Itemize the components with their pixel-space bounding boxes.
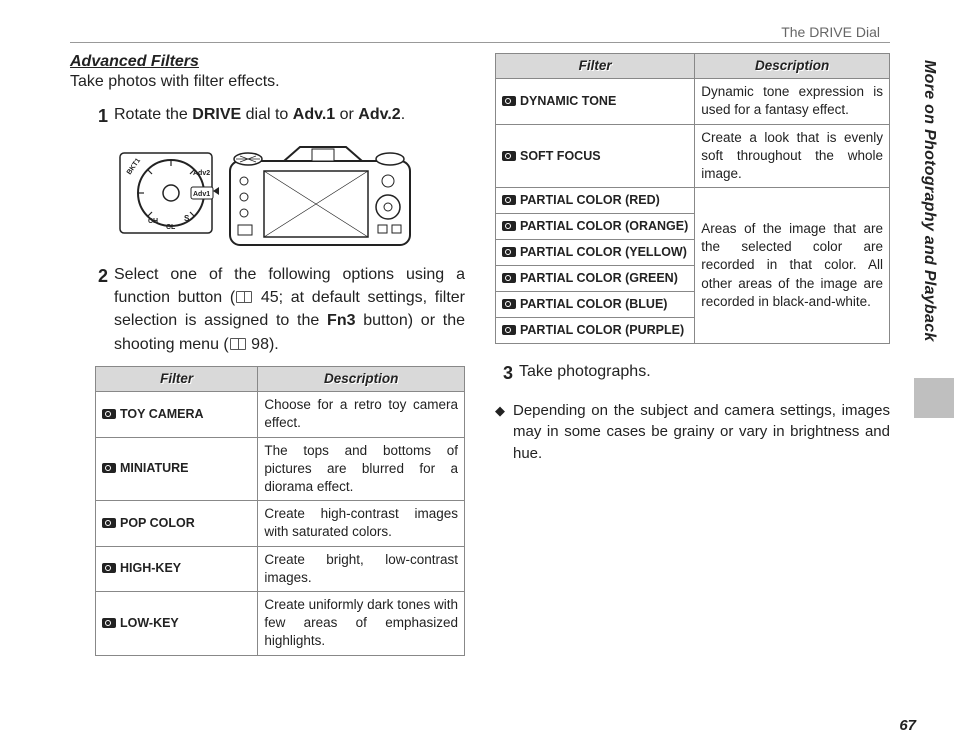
step-2: 2 Select one of the following options us… <box>90 263 465 356</box>
svg-text:Adv1: Adv1 <box>193 191 210 198</box>
camera-illustration: Adv2 Adv1 BKT1 S CL CH <box>118 139 418 249</box>
filter-icon <box>502 195 516 205</box>
note-bullet-icon: ◆ <box>495 400 513 465</box>
filter-icon <box>502 221 516 231</box>
table-row: SOFT FOCUSCreate a look that is evenly s… <box>496 124 890 188</box>
filter-icon <box>502 151 516 161</box>
svg-text:CL: CL <box>166 224 176 231</box>
table-row: TOY CAMERAChoose for a retro toy camera … <box>96 392 465 437</box>
filter-icon <box>102 463 116 473</box>
table-header-description: Description <box>695 54 890 79</box>
step-1-text: Rotate the DRIVE dial to Adv.1 or Adv.2. <box>114 103 465 129</box>
note: ◆ Depending on the subject and camera se… <box>495 400 890 465</box>
filters-table-2: Filter Description DYNAMIC TONEDynamic t… <box>495 53 890 344</box>
table-header-description: Description <box>258 366 465 391</box>
table-row: DYNAMIC TONEDynamic tone expression is u… <box>496 79 890 124</box>
running-header: The DRIVE Dial <box>70 24 890 43</box>
filter-icon <box>502 299 516 309</box>
section-title: Advanced Filters <box>70 53 465 71</box>
filter-icon <box>102 618 116 628</box>
step-3-text: Take photographs. <box>519 360 890 386</box>
side-tab-label: More on Photography and Playback <box>920 60 938 342</box>
table-header-filter: Filter <box>496 54 695 79</box>
right-column: Filter Description DYNAMIC TONEDynamic t… <box>495 53 890 656</box>
filter-icon <box>102 563 116 573</box>
page-ref-icon <box>236 291 252 303</box>
filter-icon <box>502 273 516 283</box>
filter-icon <box>502 247 516 257</box>
thumb-index-marker <box>914 378 954 418</box>
table-row: LOW-KEYCreate uniformly dark tones with … <box>96 592 465 656</box>
table-row: POP COLORCreate high-contrast images wit… <box>96 501 465 546</box>
filter-icon <box>502 325 516 335</box>
step-1: 1 Rotate the DRIVE dial to Adv.1 or Adv.… <box>90 103 465 129</box>
svg-text:Adv2: Adv2 <box>193 170 210 177</box>
page-ref-icon <box>230 338 246 350</box>
table-row: HIGH-KEYCreate bright, low-contrast imag… <box>96 546 465 591</box>
step-2-text: Select one of the following options usin… <box>114 263 465 356</box>
table-row: PARTIAL COLOR (RED)Areas of the image th… <box>496 188 890 214</box>
svg-text:S: S <box>184 214 190 223</box>
step-2-number: 2 <box>90 263 108 356</box>
table-header-filter: Filter <box>96 366 258 391</box>
filter-icon <box>102 518 116 528</box>
filter-icon <box>502 96 516 106</box>
step-1-number: 1 <box>90 103 108 129</box>
step-3: 3 Take photographs. <box>495 360 890 386</box>
step-3-number: 3 <box>495 360 513 386</box>
page-number: 67 <box>899 717 916 734</box>
svg-text:CH: CH <box>148 218 158 225</box>
left-column: Advanced Filters Take photos with filter… <box>70 53 465 656</box>
note-text: Depending on the subject and camera sett… <box>513 400 890 465</box>
section-intro: Take photos with filter effects. <box>70 73 465 91</box>
table-row: MINIATUREThe tops and bottoms of picture… <box>96 437 465 501</box>
filters-table-1: Filter Description TOY CAMERAChoose for … <box>95 366 465 656</box>
filter-icon <box>102 409 116 419</box>
